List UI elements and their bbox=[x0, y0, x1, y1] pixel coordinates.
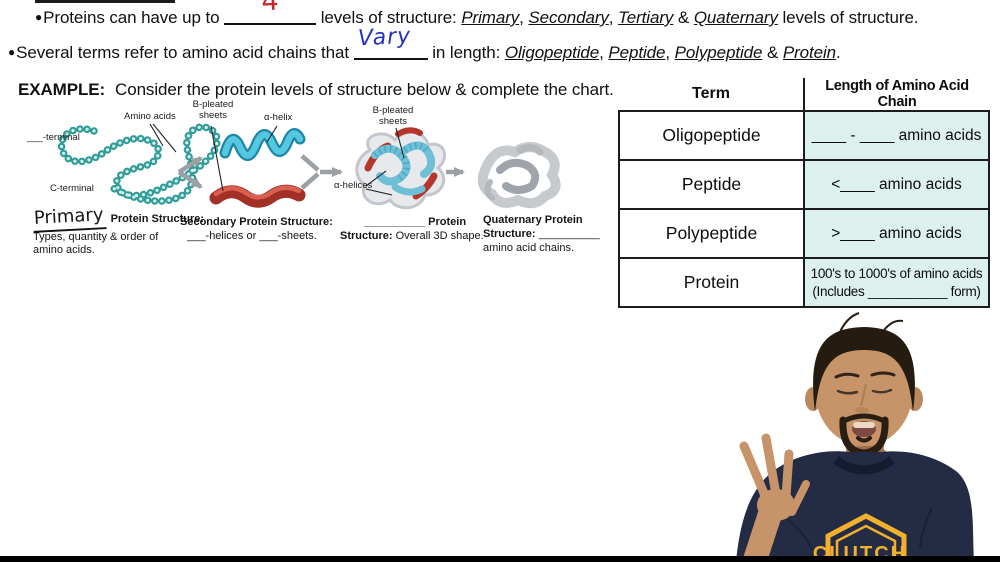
separator: , bbox=[608, 8, 619, 27]
line2-mid: in length: bbox=[432, 43, 501, 62]
quaternary-title-1: Quaternary Protein bbox=[483, 214, 583, 226]
length-cell-polypeptide: >____ amino acids bbox=[803, 208, 990, 259]
term-peptide: Peptide bbox=[608, 43, 666, 62]
line1-blank: 4 bbox=[224, 0, 317, 25]
line2-post: . bbox=[836, 43, 841, 62]
b-pleated-line2: sheets bbox=[199, 109, 227, 121]
protein-length-line1: 100's to 1000's of amino acids bbox=[810, 265, 983, 281]
notes-line-2: ●Several terms refer to amino acid chain… bbox=[8, 24, 841, 63]
term-protein: Protein bbox=[782, 43, 837, 62]
table-header-row: Term Length of Amino Acid Chain bbox=[619, 78, 989, 111]
term-tertiary: Tertiary bbox=[618, 8, 674, 27]
term-oligopeptide: Oligopeptide bbox=[504, 43, 600, 62]
bullet-dot-icon: ● bbox=[8, 45, 16, 59]
length-cell-oligopeptide: ____ - ____ amino acids bbox=[803, 110, 990, 161]
line2-pre: Several terms refer to amino acid chains… bbox=[16, 43, 349, 62]
heading-underline-remnant bbox=[35, 0, 175, 3]
n-terminal-label: ___-terminal bbox=[27, 132, 80, 143]
primary-title: Protein Structure: bbox=[110, 213, 205, 225]
b-pleated-leader-line bbox=[395, 127, 405, 159]
presenter: CLUTCH bbox=[736, 312, 974, 562]
quaternary-desc: amino acid chains. bbox=[483, 241, 575, 254]
primary-desc-2: amino acids. bbox=[33, 244, 95, 257]
line1-mid: levels of structure: bbox=[320, 8, 457, 27]
b-pleated-line1: B-pleated bbox=[372, 105, 414, 116]
secondary-caption: Secondary Protein Structure: ___-helices… bbox=[180, 216, 333, 244]
presenter-shirt bbox=[736, 451, 974, 562]
line1-post: levels of structure. bbox=[777, 8, 919, 27]
presenter-head bbox=[805, 312, 923, 468]
separator: & bbox=[762, 43, 783, 62]
term-quaternary: Quaternary bbox=[693, 8, 778, 27]
header-term: Term bbox=[692, 85, 730, 102]
protein-length-line2: (Includes ___________ form) bbox=[812, 283, 981, 299]
bottom-letterbox-bar bbox=[0, 556, 1000, 562]
primary-structure-illustration bbox=[57, 123, 221, 205]
converge-arrow bbox=[300, 154, 343, 190]
line1-handwritten-answer: 4 bbox=[261, 0, 280, 18]
header-length: Length of Amino Acid Chain bbox=[803, 78, 989, 111]
example-line: EXAMPLE: Consider the protein levels of s… bbox=[18, 80, 614, 100]
tertiary-desc: Overall 3D shape. bbox=[395, 229, 484, 242]
line2-blank: Vary bbox=[353, 24, 428, 60]
b-pleated-line2: sheets bbox=[379, 115, 407, 127]
term-secondary: Secondary bbox=[528, 8, 609, 27]
quaternary-blank: __________ bbox=[538, 227, 600, 240]
term-polypeptide: Polypeptide bbox=[674, 43, 763, 62]
quaternary-structure-illustration bbox=[477, 142, 561, 209]
tertiary-caption: __________ Protein Structure: Overall 3D… bbox=[340, 216, 490, 244]
length-cell-peptide: <____ amino acids bbox=[803, 159, 990, 210]
quaternary-caption: Quaternary Protein Structure: __________… bbox=[483, 214, 603, 255]
amino-acids-label: Amino acids bbox=[124, 111, 176, 122]
a-helix-leader-line bbox=[266, 125, 278, 143]
c-terminal-label: C-terminal bbox=[50, 183, 94, 194]
tertiary-title-2: Structure: bbox=[340, 229, 393, 242]
length-chart-table: Term Length of Amino Acid Chain Oligopep… bbox=[618, 78, 990, 308]
example-text: Consider the protein levels of structure… bbox=[115, 80, 614, 99]
secondary-structure-illustration bbox=[209, 125, 306, 208]
tertiary-title-1: __________ Protein bbox=[363, 216, 467, 228]
length-cell-protein: 100's to 1000's of amino acids (Includes… bbox=[803, 257, 990, 308]
term-cell-peptide: Peptide bbox=[618, 159, 805, 210]
tertiary-structure-illustration bbox=[355, 127, 447, 210]
line2-handwritten-answer: Vary bbox=[356, 23, 412, 52]
primary-caption: Primary Protein Structure: Types, quantit… bbox=[32, 204, 205, 258]
term-cell-protein: Protein bbox=[618, 257, 805, 308]
table-row: Protein 100's to 1000's of amino acids (… bbox=[618, 257, 990, 308]
a-helices-label: α-helices bbox=[334, 180, 373, 191]
separator: , bbox=[665, 43, 675, 62]
b-pleated-leader-line bbox=[210, 125, 224, 192]
amino-acids-leader-lines bbox=[149, 123, 177, 153]
term-cell-polypeptide: Polypeptide bbox=[618, 208, 805, 259]
line1-pre: Proteins can have up to bbox=[43, 8, 220, 27]
primary-desc-1: Types, quantity & order of bbox=[33, 230, 159, 243]
term-primary: Primary bbox=[461, 8, 520, 27]
secondary-b-pleated-label: B-pleated sheets bbox=[190, 99, 236, 122]
separator: & bbox=[673, 8, 694, 27]
separator: , bbox=[519, 8, 529, 27]
separator: , bbox=[599, 43, 609, 62]
bullet-dot-icon: ● bbox=[35, 10, 43, 24]
term-cell-oligopeptide: Oligopeptide bbox=[618, 110, 805, 161]
table-row: Oligopeptide ____ - ____ amino acids bbox=[618, 110, 990, 161]
example-label: EXAMPLE: bbox=[18, 80, 106, 99]
b-pleated-line1: B-pleated bbox=[192, 99, 234, 110]
primary-handwritten: Primary bbox=[32, 204, 107, 233]
a-helices-leader-lines bbox=[365, 170, 393, 196]
primary-caption-title: Primary Protein Structure: bbox=[32, 204, 205, 233]
secondary-desc: ___-helices or ___-sheets. bbox=[187, 229, 317, 242]
a-helix-label: α-helix bbox=[264, 112, 293, 123]
tertiary-b-pleated-label: B-pleated sheets bbox=[370, 105, 416, 128]
table-row: Peptide <____ amino acids bbox=[618, 159, 990, 210]
secondary-title: Secondary Protein Structure: bbox=[180, 216, 333, 228]
branch-arrows bbox=[177, 156, 203, 189]
quaternary-title-2: Structure: bbox=[483, 227, 536, 240]
notes-line-1: ●Proteins can have up to 4 levels of str… bbox=[35, 0, 919, 28]
table-row: Polypeptide >____ amino acids bbox=[618, 208, 990, 259]
